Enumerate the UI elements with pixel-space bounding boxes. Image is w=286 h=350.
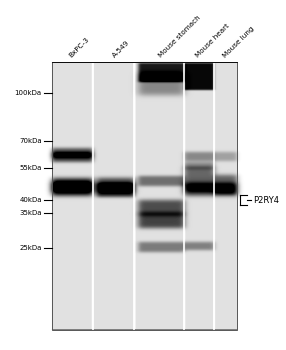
Text: Mouse lung: Mouse lung (221, 26, 255, 59)
Text: Mouse stomach: Mouse stomach (157, 15, 201, 59)
Text: Mouse heart: Mouse heart (195, 23, 231, 59)
Text: 100kDa: 100kDa (15, 90, 42, 96)
Text: P2RY4: P2RY4 (253, 196, 279, 204)
Text: 40kDa: 40kDa (19, 197, 42, 203)
Text: 25kDa: 25kDa (19, 245, 42, 251)
Text: 55kDa: 55kDa (19, 165, 42, 171)
Text: BxPC-3: BxPC-3 (68, 36, 90, 59)
Bar (52, 62, 237, 330)
Text: A-549: A-549 (111, 40, 131, 59)
Text: 70kDa: 70kDa (19, 138, 42, 144)
Text: 35kDa: 35kDa (19, 210, 42, 216)
